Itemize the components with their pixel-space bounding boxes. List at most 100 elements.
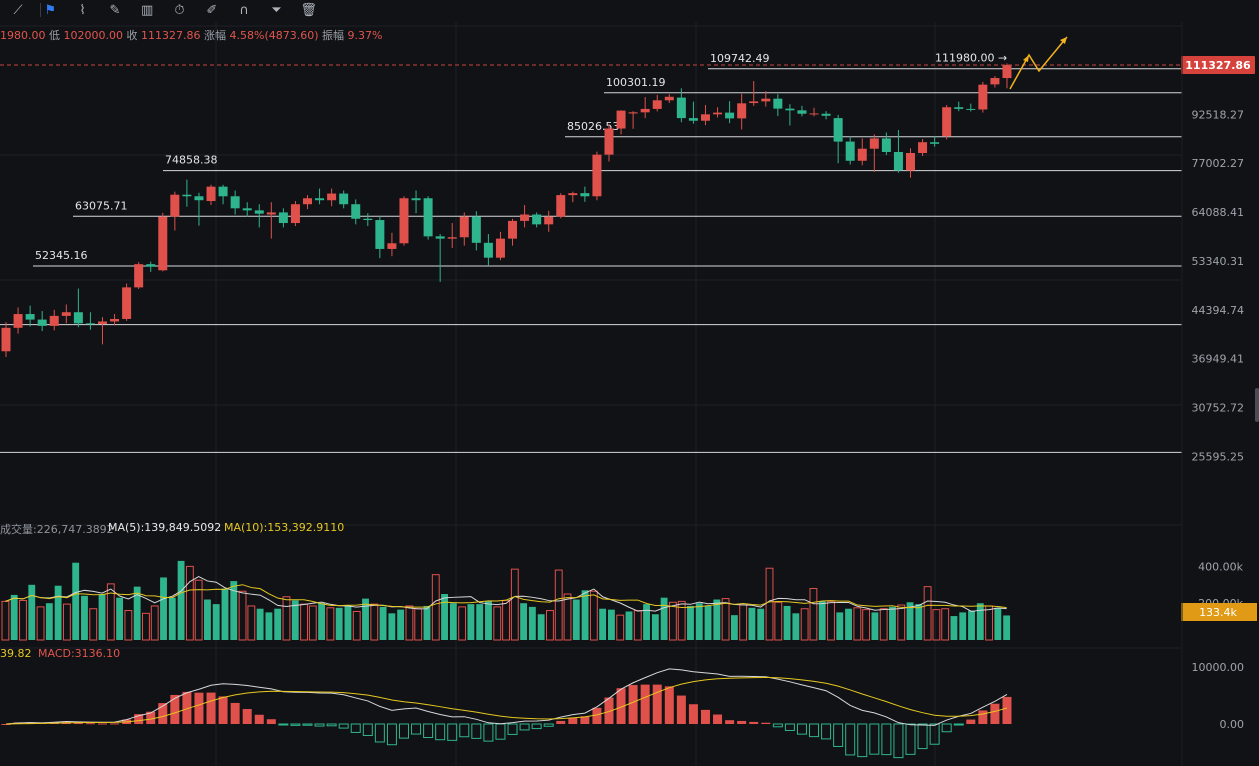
volume-bar bbox=[150, 605, 159, 641]
volume-bar bbox=[633, 610, 642, 641]
macd-bar bbox=[978, 710, 988, 724]
magnet-tool-icon[interactable]: ∩ bbox=[239, 2, 249, 18]
candle-body bbox=[881, 138, 891, 152]
macd-bar bbox=[242, 709, 252, 724]
volume-bar bbox=[757, 608, 765, 640]
amplitude-label: 振幅 bbox=[322, 29, 345, 42]
volume-bar bbox=[221, 588, 229, 640]
level-label: 100301.19 bbox=[606, 76, 666, 89]
volume-bar bbox=[897, 604, 906, 641]
macd-bar bbox=[483, 723, 494, 742]
volume-bar bbox=[976, 603, 984, 640]
macd-bar bbox=[146, 711, 156, 724]
macd-bar bbox=[278, 723, 289, 726]
candle-body bbox=[906, 152, 915, 171]
ruler-tool-icon[interactable]: ⌇ bbox=[79, 2, 86, 18]
macd-bar bbox=[435, 723, 446, 741]
candle-body bbox=[749, 101, 759, 104]
volume-tag: 133.4k bbox=[1199, 606, 1237, 619]
macd-bar bbox=[194, 692, 204, 724]
drawing-toolbar: ⟋ ⚑ ⌇ ✎ ▥ ⏱ ✐ ∩ ⏷ 🗑 bbox=[0, 0, 1259, 22]
macd-bar bbox=[953, 723, 964, 726]
volume-bar bbox=[414, 608, 423, 641]
volume-bar bbox=[493, 606, 502, 641]
macd-bar bbox=[495, 723, 506, 740]
candle-body bbox=[206, 186, 216, 202]
candle-body bbox=[737, 103, 747, 119]
candle-body bbox=[254, 210, 264, 214]
recent-high-label: 111980.00 → bbox=[935, 51, 1007, 64]
level-label: 74858.38 bbox=[165, 154, 218, 167]
crosshair-tool-icon[interactable]: ⟋ bbox=[13, 2, 23, 18]
macd-bar bbox=[85, 723, 95, 725]
price-axis-tick: 25595.25 bbox=[1192, 451, 1245, 464]
macd-bar bbox=[314, 723, 325, 727]
candle-body bbox=[821, 113, 831, 116]
volume-bar bbox=[809, 587, 818, 641]
macd-bar bbox=[568, 717, 578, 724]
macd-bar bbox=[616, 688, 626, 724]
macd-dif-line bbox=[5, 668, 1008, 726]
volume-bar bbox=[388, 613, 396, 640]
candle-body bbox=[592, 154, 602, 197]
filter-tool-icon[interactable]: ⏷ bbox=[271, 2, 282, 18]
macd-bar bbox=[531, 723, 542, 730]
pen-tool-icon[interactable]: ✎ bbox=[109, 2, 121, 18]
edit-tool-icon[interactable]: ✐ bbox=[206, 2, 218, 18]
macd-bar bbox=[845, 723, 856, 756]
volume-bar bbox=[554, 569, 563, 641]
macd-axis-tick: 0.00 bbox=[1220, 718, 1245, 731]
macd-bar bbox=[857, 723, 868, 758]
macd-bar bbox=[110, 723, 120, 725]
candle-body bbox=[918, 142, 928, 153]
candle-body bbox=[869, 138, 879, 149]
volume-bar bbox=[818, 601, 826, 640]
volume-bar bbox=[10, 594, 18, 640]
volume-ma10-label: MA(10):153,392.9110 bbox=[224, 521, 345, 534]
volume-bar bbox=[537, 614, 545, 640]
volume-bar bbox=[362, 598, 369, 640]
macd-dif-label: 39.82 bbox=[0, 647, 32, 660]
macd-bar bbox=[459, 723, 470, 738]
candle-body bbox=[520, 214, 530, 221]
volume-bar bbox=[668, 601, 677, 641]
candle-body bbox=[544, 216, 554, 225]
grid bbox=[0, 22, 1182, 766]
candle-body bbox=[218, 186, 228, 197]
candle-body bbox=[688, 118, 698, 121]
macd-bar bbox=[218, 696, 228, 724]
volume-bar bbox=[19, 599, 27, 641]
bookmark-tool-icon[interactable]: ⚑ bbox=[44, 2, 57, 18]
volume-bar bbox=[300, 603, 308, 641]
change-value: 4.58%(4873.60) bbox=[229, 29, 319, 42]
price-axis-scroll-handle[interactable] bbox=[1255, 388, 1259, 422]
volume-bar bbox=[185, 565, 194, 641]
volume-bar bbox=[721, 598, 730, 641]
volume-bar bbox=[660, 597, 668, 640]
macd-bar bbox=[772, 723, 783, 728]
volume-bar bbox=[89, 608, 98, 641]
trash-tool-icon[interactable]: 🗑 bbox=[300, 2, 317, 18]
volume-bar bbox=[581, 590, 589, 640]
volume-bar bbox=[713, 599, 721, 640]
candle-body bbox=[278, 212, 288, 224]
macd-bar bbox=[990, 703, 1000, 724]
macd-axis-tick: 10000.00 bbox=[1192, 661, 1245, 674]
macd-bar bbox=[447, 723, 458, 741]
candle-body bbox=[303, 198, 312, 205]
candles-tool-icon[interactable]: ▥ bbox=[141, 2, 154, 18]
candle-body bbox=[85, 323, 95, 325]
candle-body bbox=[556, 195, 566, 217]
volume-bar bbox=[792, 613, 800, 640]
candle-body bbox=[134, 264, 144, 288]
candle-body bbox=[266, 212, 276, 215]
macd-bar bbox=[700, 709, 710, 724]
candle-body bbox=[327, 193, 337, 201]
volume-bar bbox=[458, 606, 467, 641]
volume-bar bbox=[168, 597, 176, 640]
volume-bar bbox=[528, 606, 536, 640]
candle-body bbox=[194, 196, 204, 201]
macd-bar bbox=[580, 716, 590, 724]
timer-tool-icon[interactable]: ⏱ bbox=[174, 2, 185, 18]
